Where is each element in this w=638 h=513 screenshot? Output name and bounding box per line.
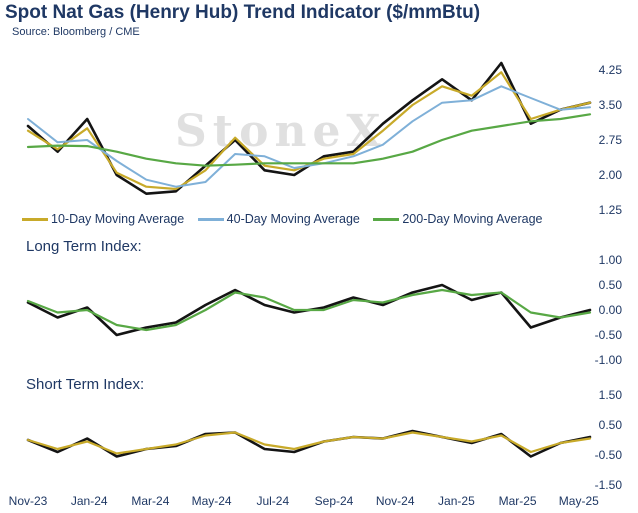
short-ytick-label: 0.50 <box>599 418 623 432</box>
short-ytick-label: -1.50 <box>595 478 623 492</box>
x-tick-label: Jan-24 <box>71 494 108 508</box>
legend: 10-Day Moving Average 40-Day Moving Aver… <box>22 212 552 226</box>
x-tick-label: Jul-24 <box>256 494 289 508</box>
short-term-panel: 1.50 0.50 -0.50 -1.50 <box>26 388 623 492</box>
x-tick-label: Jan-25 <box>438 494 475 508</box>
price-ytick-label: 4.25 <box>599 63 623 77</box>
long-ytick-label: 1.00 <box>599 253 623 267</box>
price-ytick-label: 2.75 <box>599 133 623 147</box>
price-ytick-label: 1.25 <box>599 203 623 217</box>
legend-swatch-ma10 <box>22 218 48 222</box>
price-series-ma10-line <box>26 71 592 191</box>
price-panel: 1.25 2.00 2.75 3.50 4.25 <box>26 61 623 217</box>
price-ytick-label: 2.00 <box>599 168 623 182</box>
x-tick-label: May-25 <box>559 494 599 508</box>
legend-item-ma200: 200-Day Moving Average <box>373 212 542 226</box>
short-ytick-label: 1.50 <box>599 388 623 402</box>
x-tick-label: Mar-24 <box>131 494 169 508</box>
long-term-index-label: Long Term Index: <box>26 238 142 255</box>
legend-swatch-ma40 <box>197 218 224 222</box>
short-series-smoothed-line <box>26 431 592 455</box>
x-tick-label: Mar-25 <box>499 494 537 508</box>
short-ytick-label: -0.50 <box>595 448 623 462</box>
x-tick-label: Nov-24 <box>376 494 415 508</box>
long-ytick-label: 0.50 <box>599 278 623 292</box>
price-series-price-line <box>26 61 592 195</box>
legend-swatch-ma200 <box>373 218 400 222</box>
legend-item-ma10: 10-Day Moving Average <box>22 212 184 226</box>
chart-title: Spot Nat Gas (Henry Hub) Trend Indicator… <box>5 2 481 23</box>
x-tick-label: Sep-24 <box>315 494 354 508</box>
legend-label-ma40: 40-Day Moving Average <box>226 212 360 226</box>
long-ytick-label: 0.00 <box>599 303 623 317</box>
long-ytick-label: -0.50 <box>595 328 623 342</box>
x-tick-label: May-24 <box>192 494 232 508</box>
price-ytick-label: 3.50 <box>599 98 623 112</box>
price-series-ma40-line <box>27 85 591 188</box>
legend-label-ma10: 10-Day Moving Average <box>51 212 185 226</box>
x-tick-label: Nov-23 <box>9 494 48 508</box>
x-axis: Nov-23 Jan-24 Mar-24 May-24 Jul-24 Sep-24 Nov-… <box>9 494 599 508</box>
chart-source: Source: Bloomberg / CME <box>12 26 140 38</box>
long-series-smoothed-line <box>26 288 592 332</box>
long-term-panel: 1.00 0.50 0.00 -0.50 -1.00 <box>26 253 623 367</box>
short-term-index-label: Short Term Index: <box>26 376 145 393</box>
long-ytick-label: -1.00 <box>595 353 623 367</box>
watermark-logo: StoneX <box>175 106 387 157</box>
price-series-ma200-line <box>26 113 592 167</box>
legend-label-ma200: 200-Day Moving Average <box>402 212 543 226</box>
legend-item-ma40: 40-Day Moving Average <box>197 212 360 226</box>
